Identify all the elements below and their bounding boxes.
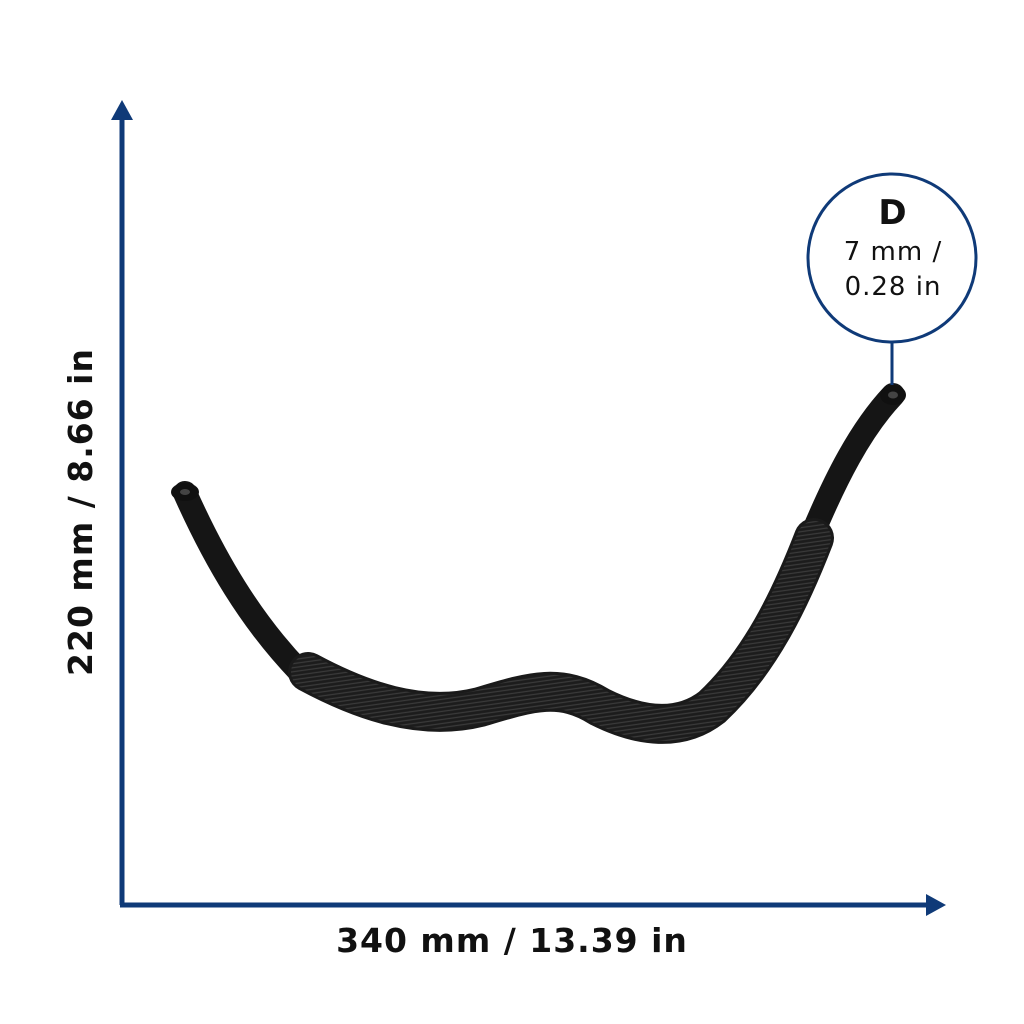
hose-bore [180, 489, 190, 495]
hose-end-left [173, 481, 312, 684]
hose-end-right [800, 383, 905, 547]
diameter-metric: 7 mm / [844, 237, 943, 267]
axes [111, 100, 946, 916]
diameter-letter: D [878, 193, 907, 233]
diameter-callout: D 7 mm / 0.28 in [806, 172, 978, 385]
braid-texture [291, 521, 831, 741]
width-label: 340 mm / 13.39 in [336, 921, 688, 960]
diameter-imperial: 0.28 in [845, 272, 942, 302]
hose [171, 383, 906, 744]
arrowhead [111, 100, 133, 120]
height-label: 220 mm / 8.66 in [61, 348, 100, 676]
arrowhead [926, 894, 946, 916]
hose-bore [888, 391, 898, 399]
callout-circle [806, 172, 978, 344]
